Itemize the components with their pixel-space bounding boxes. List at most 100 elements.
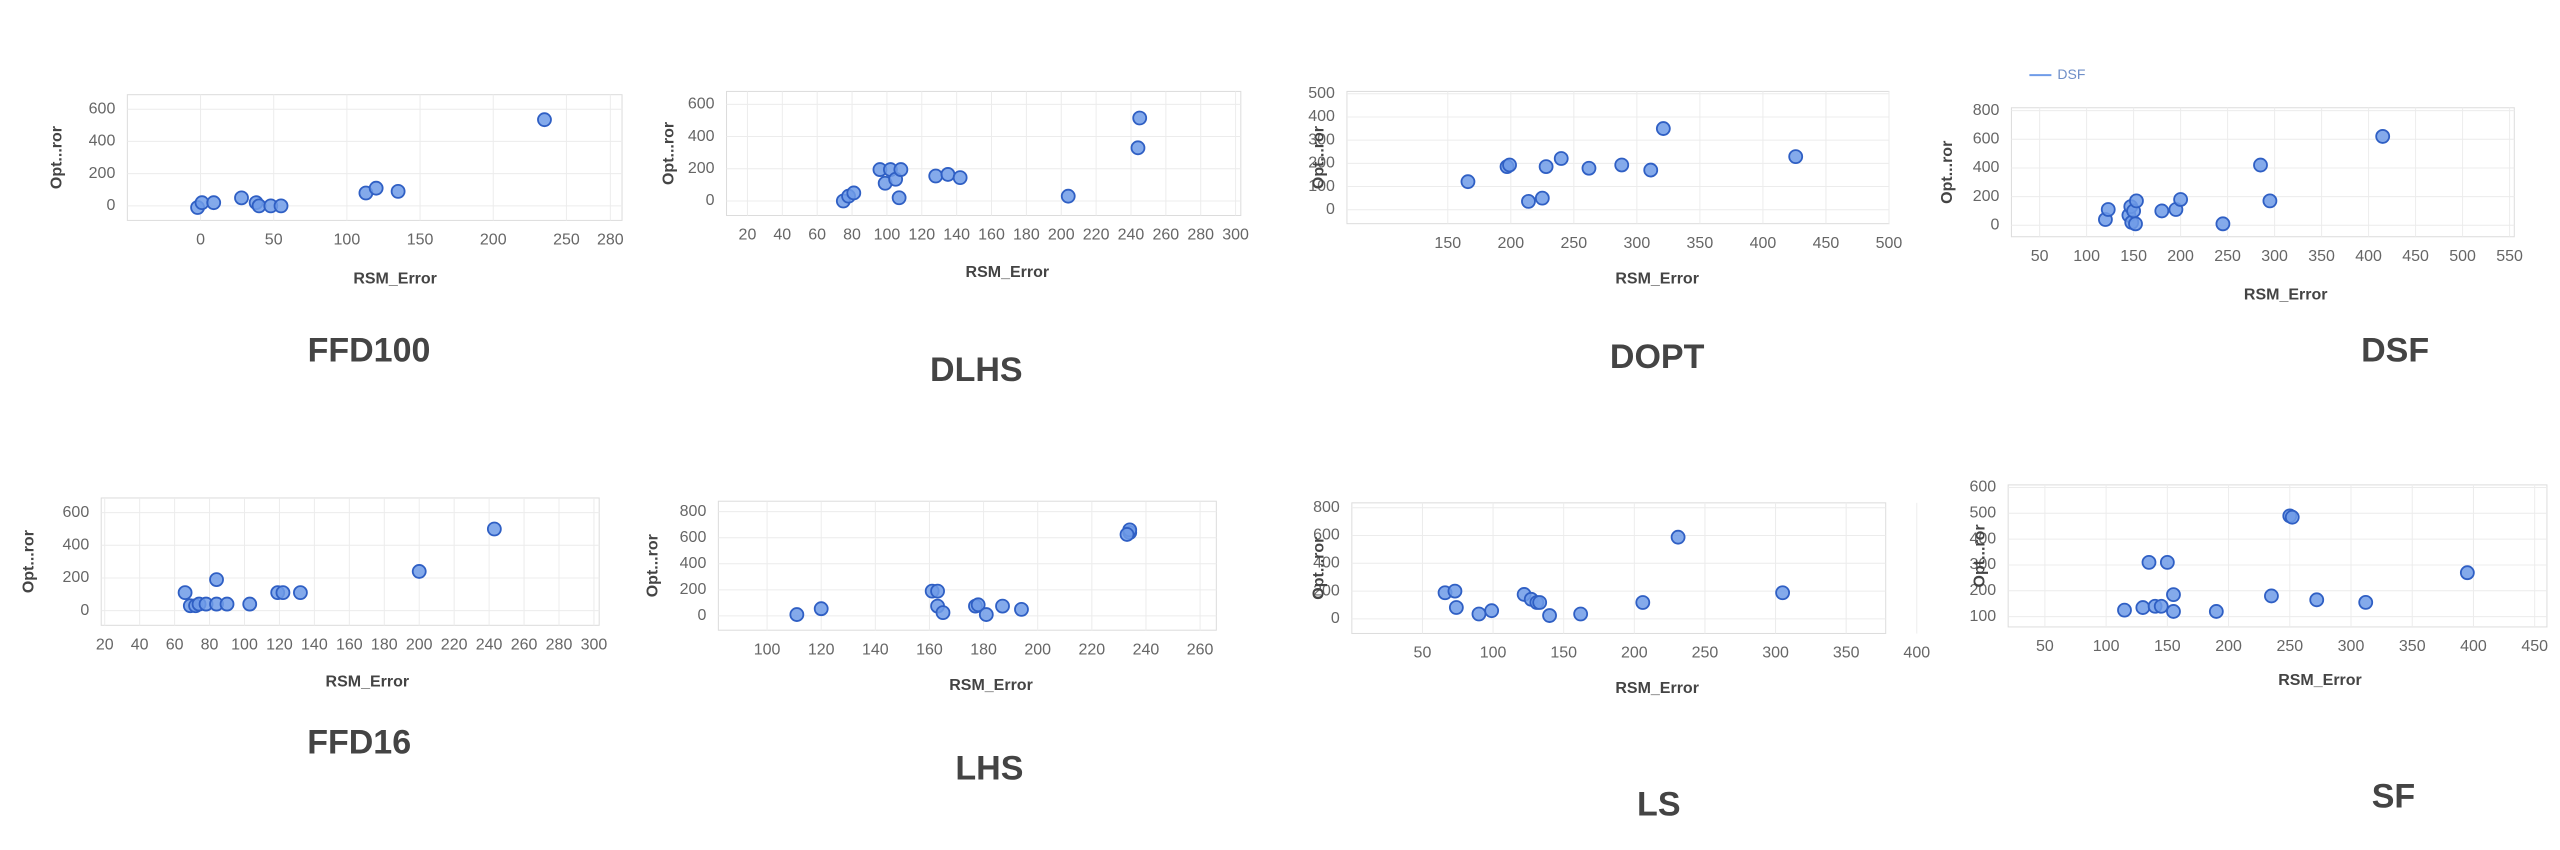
scatter-chart: 0 200 400 600 0 50 100 150 200 250 280 RSM_Error Opt… <box>48 94 624 370</box>
scatter-chart: 0 200 400 600 800 50 100 150 200 250 300 350 400 450 5… <box>1939 66 2523 370</box>
point <box>1670 529 1686 545</box>
point <box>1448 600 1464 615</box>
x-tick-label: 40 <box>773 227 791 244</box>
point <box>1542 608 1557 623</box>
x-tick-label: 120 <box>908 227 935 244</box>
x-tick-label: 250 <box>1560 235 1587 252</box>
y-tick-label: 300 <box>1308 131 1335 148</box>
point <box>1635 595 1651 610</box>
x-tick-label: 550 <box>2496 248 2523 265</box>
point <box>2173 192 2189 207</box>
point <box>1788 149 1804 165</box>
scatter-chart: 100 200 300 400 500 600 50 100 150 200 250 300 350 40… <box>1969 479 2548 816</box>
chart-title: DLHS <box>930 351 1023 389</box>
point <box>1460 174 1476 190</box>
x-tick-label: 20 <box>96 637 114 654</box>
x-tick-label: 400 <box>1750 235 1777 252</box>
x-tick-label: 260 <box>1187 641 1214 658</box>
y-tick-label: 400 <box>89 133 116 150</box>
x-tick-label: 200 <box>2215 638 2242 655</box>
point <box>2128 216 2143 232</box>
x-tick-label: 250 <box>1692 645 1719 662</box>
point <box>1643 162 1659 178</box>
x-axis-label: RSM_Error <box>2244 287 2328 304</box>
x-tick-label: 400 <box>2355 248 2382 265</box>
point <box>1130 140 1146 156</box>
chart-title: FFD16 <box>307 723 411 761</box>
point <box>2117 602 2132 618</box>
point <box>209 572 224 587</box>
y-axis-label: Opt...ror <box>48 126 65 189</box>
point <box>1614 157 1630 173</box>
plot-area <box>1346 90 1890 225</box>
y-tick-label: 200 <box>680 581 707 598</box>
x-tick-label: 250 <box>2214 248 2241 265</box>
point <box>1534 190 1550 206</box>
point <box>2166 587 2181 603</box>
y-tick-label: 600 <box>63 504 90 521</box>
x-tick-label: 140 <box>862 641 889 658</box>
x-tick-label: 200 <box>2167 248 2194 265</box>
y-tick-label: 600 <box>1313 527 1340 544</box>
point <box>537 112 552 128</box>
point <box>935 605 951 621</box>
y-tick-label: 0 <box>697 607 706 624</box>
point <box>2129 193 2144 209</box>
y-tick-label: 0 <box>1331 610 1340 627</box>
point <box>1471 606 1487 622</box>
point <box>1502 157 1517 173</box>
x-tick-label: 60 <box>808 227 826 244</box>
point <box>242 596 258 612</box>
x-axis-label: RSM_Error <box>2278 672 2362 689</box>
point <box>486 521 502 537</box>
point <box>1581 160 1597 176</box>
point <box>995 598 1010 614</box>
point <box>813 601 829 617</box>
y-tick-label: 0 <box>106 197 115 214</box>
y-axis-label: Opt...ror <box>21 530 38 593</box>
x-tick-label: 50 <box>2031 248 2049 265</box>
point <box>891 190 907 206</box>
point <box>1447 583 1463 599</box>
point <box>1132 110 1148 126</box>
point <box>1573 606 1589 622</box>
x-tick-label: 250 <box>2276 638 2303 655</box>
x-tick-label: 100 <box>2093 638 2120 655</box>
plot-area <box>1351 502 1887 634</box>
scatter-chart: 0 200 400 600 20 40 60 80 100 120 140 160 180 200 220 2… <box>661 90 1249 389</box>
y-tick-label: 500 <box>1969 505 1996 522</box>
y-tick-label: 400 <box>1313 555 1340 572</box>
x-tick-label: 150 <box>407 232 434 249</box>
point <box>846 185 862 201</box>
legend-label: DSF <box>2057 66 2085 82</box>
point <box>390 183 406 199</box>
point <box>2358 595 2374 610</box>
y-tick-label: 0 <box>1326 201 1335 218</box>
x-tick-label: 280 <box>597 232 624 249</box>
x-tick-label: 50 <box>1414 645 1432 662</box>
point <box>2262 193 2278 209</box>
y-axis-label: Opt...ror <box>644 534 661 597</box>
point <box>2159 554 2175 570</box>
y-tick-label: 100 <box>1308 178 1335 195</box>
y-axis-label: Opt...ror <box>1939 141 1956 204</box>
point <box>1655 121 1671 136</box>
y-tick-label: 100 <box>1969 608 1996 625</box>
x-tick-label: 50 <box>265 232 283 249</box>
point <box>893 162 909 177</box>
y-tick-label: 600 <box>688 96 715 113</box>
y-axis-label: Opt...ror <box>1972 524 1989 587</box>
point <box>940 167 956 182</box>
y-tick-label: 600 <box>1969 479 1996 496</box>
y-tick-label: 0 <box>1991 216 2000 233</box>
y-tick-label: 400 <box>688 128 715 145</box>
scatter-chart: 0 200 400 600 800 50 100 150 200 250 300 350 400 RSM_… <box>1310 499 1930 824</box>
point <box>2284 509 2300 525</box>
chart-title: LHS <box>955 750 1023 788</box>
x-tick-label: 20 <box>739 227 757 244</box>
point <box>1521 194 1536 209</box>
point <box>928 168 944 184</box>
x-tick-label: 160 <box>916 641 943 658</box>
x-tick-label: 220 <box>1083 227 1110 244</box>
point <box>234 190 249 206</box>
